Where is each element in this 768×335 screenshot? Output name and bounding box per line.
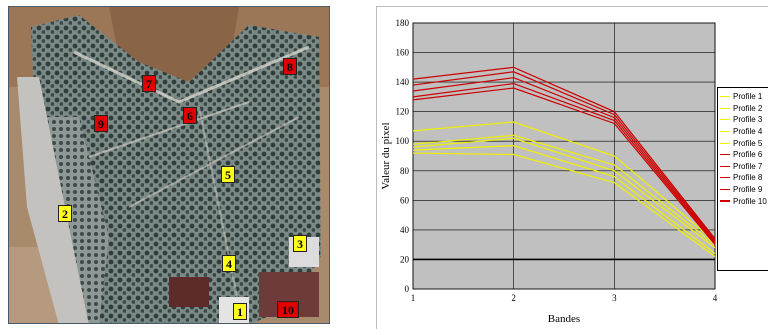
series-line-5 [412, 152, 716, 257]
x-axis-label: Bandes [548, 313, 580, 325]
y-tick-label: 0 [405, 284, 410, 294]
legend-item: Profile 4 [720, 126, 768, 138]
legend-swatch [720, 165, 730, 167]
legend-item: Profile 1 [720, 91, 768, 103]
legend-swatch [720, 119, 730, 121]
legend-swatch [720, 154, 730, 156]
legend-item: Profile 2 [720, 103, 768, 115]
legend-label: Profile 3 [733, 115, 763, 125]
legend-item: Profile 5 [720, 137, 768, 149]
legend-label: Profile 4 [733, 127, 763, 137]
legend: Profile 1 Profile 2 Profile 3 Profile 4 Prof… [717, 87, 768, 271]
legend-label: Profile 5 [733, 138, 763, 148]
series-line-8 [412, 77, 716, 243]
legend-swatch [720, 177, 730, 179]
y-tick-label: 180 [396, 18, 410, 28]
satellite-image-panel: 1 2 3 4 5 6 7 8 9 10 [8, 6, 330, 324]
marker-label: 3 [293, 235, 307, 252]
x-tick-label: 2 [511, 293, 516, 303]
y-tick-label: 140 [396, 77, 410, 87]
marker-label: 5 [221, 166, 235, 183]
satellite-image [9, 7, 329, 323]
legend-item: Profile 10 [720, 195, 768, 207]
marker-label: 4 [222, 255, 236, 272]
marker-label: 2 [58, 205, 72, 222]
series-line-4 [412, 145, 716, 255]
marker-label: 7 [142, 75, 156, 92]
marker-label: 6 [183, 107, 197, 124]
legend-label: Profile 10 [733, 196, 767, 206]
legend-swatch [720, 200, 730, 203]
marker-label: 8 [283, 58, 297, 75]
series-line-10 [412, 87, 716, 246]
series-line-6 [412, 66, 716, 240]
line-chart: 0 20 40 60 80 100 120 140 160 180 1 2 3 4 Valeur du p… [380, 18, 718, 325]
legend-item: Profile 7 [720, 161, 768, 173]
legend-label: Profile 7 [733, 161, 763, 171]
legend-label: Profile 9 [733, 185, 763, 195]
series-line-2 [412, 134, 716, 246]
legend-swatch [720, 131, 730, 133]
plot-area [413, 23, 715, 289]
chart-panel: 0 20 40 60 80 100 120 140 160 180 1 2 3 4 Valeur du p… [376, 6, 768, 329]
y-tick-label: 160 [396, 48, 410, 58]
series-line-9 [412, 82, 716, 244]
series-line-7 [412, 71, 716, 241]
y-tick-label: 20 [400, 254, 410, 264]
y-axis-label: Valeur du pixel [380, 122, 392, 189]
legend-label: Profile 8 [733, 173, 763, 183]
marker-label: 1 [233, 303, 247, 320]
legend-item: Profile 8 [720, 172, 768, 184]
series-lines [412, 66, 716, 257]
legend-label: Profile 2 [733, 103, 763, 113]
plot-border [412, 22, 716, 290]
series-line-1 [412, 121, 716, 243]
legend-label: Profile 1 [733, 92, 763, 102]
x-tick-label: 3 [612, 293, 617, 303]
legend-label: Profile 6 [733, 150, 763, 160]
y-tick-label: 60 [400, 195, 410, 205]
marker-label: 9 [94, 115, 108, 132]
y-tick-label: 40 [400, 225, 410, 235]
marker-label: 10 [277, 301, 299, 318]
legend-item: Profile 3 [720, 114, 768, 126]
legend-swatch [720, 142, 730, 144]
series-line-3 [412, 137, 716, 249]
axis-ticks: 0 20 40 60 80 100 120 140 160 180 1 2 3 4 [396, 18, 718, 303]
x-tick-label: 1 [411, 293, 416, 303]
y-tick-label: 100 [396, 136, 410, 146]
legend-item: Profile 6 [720, 149, 768, 161]
legend-swatch [720, 189, 730, 191]
y-tick-label: 120 [396, 107, 410, 117]
x-tick-label: 4 [713, 293, 718, 303]
legend-swatch [720, 96, 730, 98]
y-tick-label: 80 [400, 166, 410, 176]
legend-swatch [720, 107, 730, 109]
legend-item: Profile 9 [720, 184, 768, 196]
